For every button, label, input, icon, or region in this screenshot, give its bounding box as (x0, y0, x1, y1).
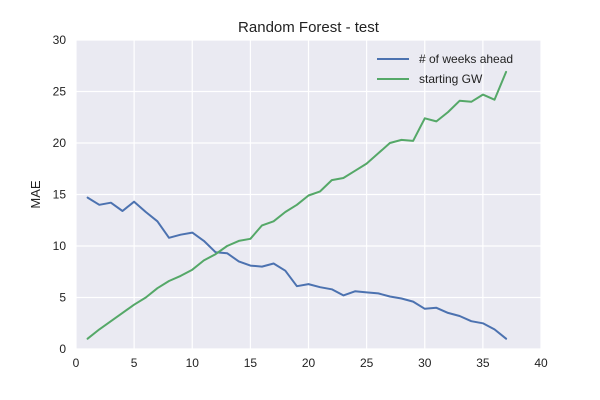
y-tick-label: 20 (53, 136, 67, 150)
chart-title: Random Forest - test (238, 19, 380, 36)
x-tick-label: 30 (418, 356, 432, 370)
x-tick-label: 35 (476, 356, 490, 370)
y-axis: 0 5 10 15 20 25 30 (53, 33, 67, 356)
x-tick-label: 15 (244, 356, 258, 370)
legend: # of weeks ahead starting GW (377, 52, 513, 86)
series-line-1 (86, 196, 508, 340)
y-tick-label: 25 (53, 85, 67, 99)
y-tick-label: 5 (59, 291, 66, 305)
x-tick-label: 10 (186, 356, 200, 370)
series-line-2 (86, 70, 508, 340)
x-tick-label: 40 (534, 356, 548, 370)
y-tick-label: 0 (59, 342, 66, 356)
x-tick-label: 20 (302, 356, 316, 370)
y-tick-label: 15 (53, 188, 67, 202)
x-tick-label: 0 (73, 356, 80, 370)
grid (75, 39, 542, 350)
series-lines (86, 70, 508, 340)
legend-label: # of weeks ahead (419, 52, 513, 66)
y-tick-label: 10 (53, 239, 67, 253)
x-tick-label: 5 (131, 356, 138, 370)
legend-label: starting GW (419, 72, 483, 86)
y-axis-label: MAE (28, 180, 43, 209)
x-axis: 0 5 10 15 20 25 30 35 40 (73, 356, 548, 370)
y-tick-label: 30 (53, 33, 67, 47)
x-tick-label: 25 (360, 356, 374, 370)
